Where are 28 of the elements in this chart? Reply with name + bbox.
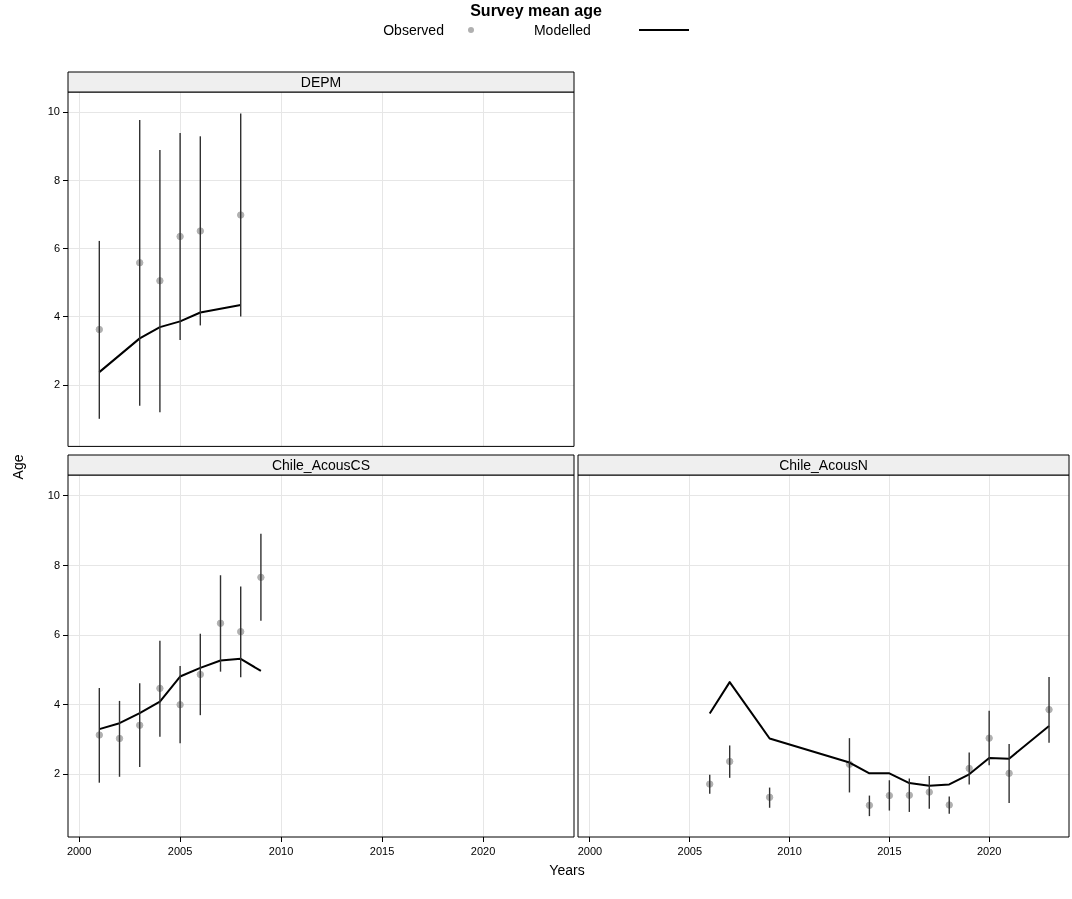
y-tick-label: 2 (53, 378, 60, 391)
y-tick-label: 4 (53, 697, 60, 710)
y-tick-label: 6 (53, 241, 60, 254)
legend-label: Observed (383, 21, 444, 39)
x-tick-label: 2010 (777, 844, 802, 857)
chart-title: Chile_AcousCS (271, 456, 371, 473)
chart-title: DEPM (300, 73, 342, 90)
x-tick-label: 2005 (677, 844, 703, 857)
text: Modelled (533, 21, 591, 39)
y-tick-label: 8 (53, 558, 60, 571)
y-tick-label: 2 (53, 767, 60, 780)
y-tick-label: 4 (53, 309, 60, 322)
x-tick-label: 2000 (577, 844, 603, 857)
y-tick-label: 6 (53, 628, 60, 641)
x-tick-label: 2000 (66, 844, 92, 857)
x-tick-label: 2005 (167, 844, 193, 857)
legend-title: Survey mean age (469, 1, 603, 21)
x-tick-label: 2015 (369, 844, 395, 857)
x-tick-label: 2015 (877, 844, 902, 857)
y-tick-label: 10 (47, 105, 60, 118)
x-axis-title: Years (548, 862, 586, 878)
x-tick-label: 2020 (470, 844, 496, 857)
y-tick-label: 10 (47, 488, 60, 501)
y-tick-label: 8 (53, 173, 60, 186)
chart-title: Chile_AcousN (779, 456, 868, 473)
x-tick-label: 2020 (976, 844, 1002, 857)
x-tick-label: 2010 (268, 844, 294, 857)
y-axis-title: Age (10, 454, 27, 480)
